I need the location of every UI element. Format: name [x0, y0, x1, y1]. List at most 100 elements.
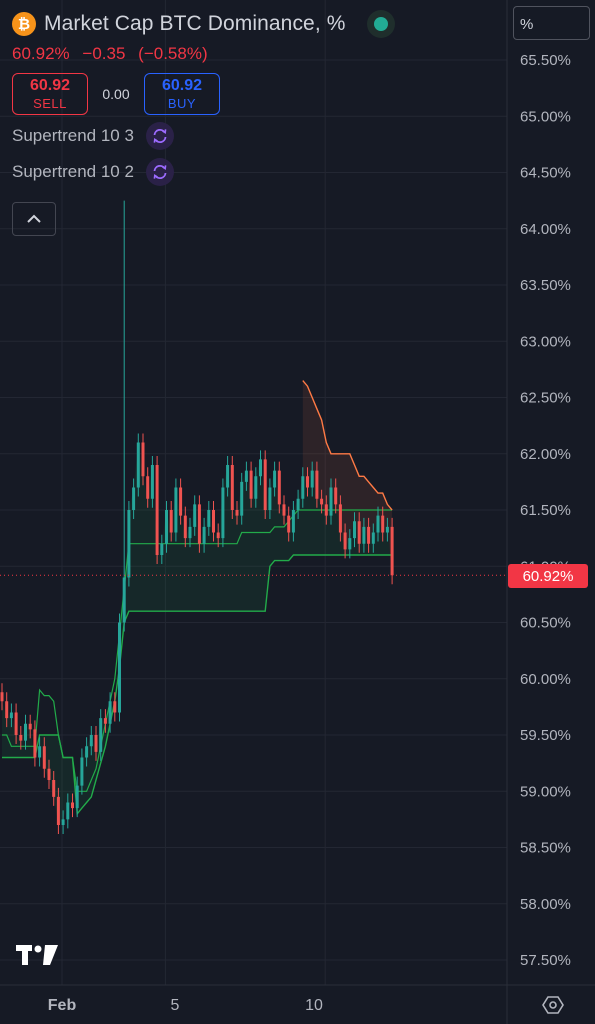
- candle-body: [71, 802, 74, 809]
- candle-body: [353, 521, 356, 539]
- candle-body: [61, 819, 65, 825]
- candle-body: [75, 785, 79, 809]
- sell-button[interactable]: 60.92 SELL: [12, 73, 88, 115]
- time-axis-label: 5: [171, 997, 180, 1014]
- price-scale-unit-button[interactable]: %: [513, 6, 590, 40]
- supertrend-fill-up: [2, 442, 393, 825]
- candle-body: [14, 712, 18, 735]
- price-change-row: 60.92% −0.35 (−0.58%): [12, 44, 502, 64]
- candle-body: [197, 504, 201, 544]
- symbol-title[interactable]: Market Cap BTC Dominance, %: [44, 12, 346, 35]
- candle-body: [357, 521, 361, 544]
- candle-body: [99, 718, 103, 752]
- candle-body: [127, 510, 131, 578]
- candle-body: [254, 476, 258, 499]
- chevron-up-icon: [27, 214, 41, 223]
- price-axis-label: 59.00%: [520, 783, 571, 800]
- market-status-indicator[interactable]: [367, 10, 396, 38]
- candle-body: [174, 487, 178, 533]
- sell-price: 60.92: [29, 77, 71, 94]
- candle-body: [103, 718, 107, 724]
- price-axis-label: 63.50%: [520, 277, 571, 294]
- candle-body: [212, 510, 215, 533]
- sell-label: SELL: [33, 96, 67, 111]
- candle-body: [89, 735, 93, 747]
- candle-body: [122, 577, 126, 623]
- candle-body: [282, 504, 286, 516]
- indicator-supertrend-10-3[interactable]: Supertrend 10 3: [12, 121, 502, 151]
- candle-body: [108, 701, 112, 724]
- candle-body: [80, 757, 84, 786]
- buy-button[interactable]: 60.92 BUY: [144, 73, 220, 115]
- candle-body: [207, 510, 211, 527]
- candle-body: [94, 735, 98, 752]
- last-value: 60.92%: [12, 44, 70, 63]
- price-axis-label: 64.50%: [520, 165, 571, 182]
- tradingview-logo: [16, 943, 60, 972]
- candle-body: [296, 498, 300, 510]
- candle-body: [155, 465, 159, 555]
- candle-body: [249, 470, 253, 499]
- refresh-icon[interactable]: [145, 122, 174, 150]
- price-axis-label: 58.50%: [520, 840, 571, 857]
- candle-body: [193, 504, 197, 527]
- supertrend-upper-line: [302, 380, 393, 511]
- price-axis-label: 57.50%: [520, 952, 571, 969]
- indicator-supertrend-10-2[interactable]: Supertrend 10 2: [12, 157, 502, 187]
- price-axis-label: 61.50%: [520, 502, 571, 519]
- indicator-label: Supertrend 10 2: [12, 162, 134, 181]
- candle-body: [150, 465, 154, 499]
- candle-body: [268, 487, 272, 510]
- change-value: −0.35: [82, 44, 126, 63]
- candle-body: [179, 487, 183, 516]
- candle-body: [141, 442, 145, 477]
- trade-buttons: 60.92 SELL 0.00 60.92 BUY: [12, 73, 502, 115]
- candle-body: [42, 746, 46, 769]
- candle-body: [390, 526, 394, 576]
- settings-button[interactable]: [538, 992, 568, 1018]
- current-price-label: 60.92%: [508, 564, 588, 588]
- supertrend-fill-down: [302, 380, 393, 576]
- candle-body: [273, 470, 277, 488]
- refresh-icon[interactable]: [145, 158, 174, 186]
- candle-body: [310, 470, 314, 488]
- candle-body: [324, 504, 328, 516]
- indicator-label: Supertrend 10 3: [12, 126, 134, 145]
- candle-body: [52, 780, 56, 797]
- price-axis-label: 63.00%: [520, 333, 571, 350]
- candle-body: [24, 723, 27, 741]
- candle-body: [381, 515, 385, 533]
- candle-body: [216, 532, 220, 539]
- candle-body: [160, 543, 164, 555]
- time-axis-label: 10: [305, 997, 323, 1014]
- candle-body: [136, 442, 140, 488]
- candle-body: [367, 526, 371, 544]
- candle-body: [301, 476, 305, 499]
- candle-body: [348, 538, 352, 550]
- candle-body: [202, 526, 206, 544]
- candle-body: [306, 476, 309, 488]
- candle-body: [28, 723, 32, 730]
- candle-body: [0, 692, 4, 702]
- spread-value: 0.00: [102, 86, 130, 102]
- candle-body: [385, 526, 389, 533]
- time-axis-label: Feb: [48, 997, 77, 1014]
- candle-body: [183, 515, 187, 539]
- buy-price: 60.92: [161, 77, 203, 94]
- price-axis-label: 65.50%: [520, 52, 571, 69]
- price-axis-label: 65.00%: [520, 108, 571, 125]
- candle-body: [169, 510, 173, 533]
- symbol-header: ₿ Market Cap BTC Dominance, % 60.92% −0.…: [12, 10, 502, 187]
- candle-body: [338, 504, 342, 533]
- candle-body: [33, 729, 37, 758]
- candle-body: [244, 470, 248, 482]
- candle-body: [287, 515, 291, 533]
- collapse-legend-button[interactable]: [12, 202, 56, 236]
- candle-body: [5, 701, 9, 719]
- candle-body: [38, 746, 42, 758]
- candle-body: [146, 476, 150, 499]
- candle-body: [118, 622, 121, 713]
- candle-body: [343, 532, 347, 550]
- candle-body: [165, 510, 168, 544]
